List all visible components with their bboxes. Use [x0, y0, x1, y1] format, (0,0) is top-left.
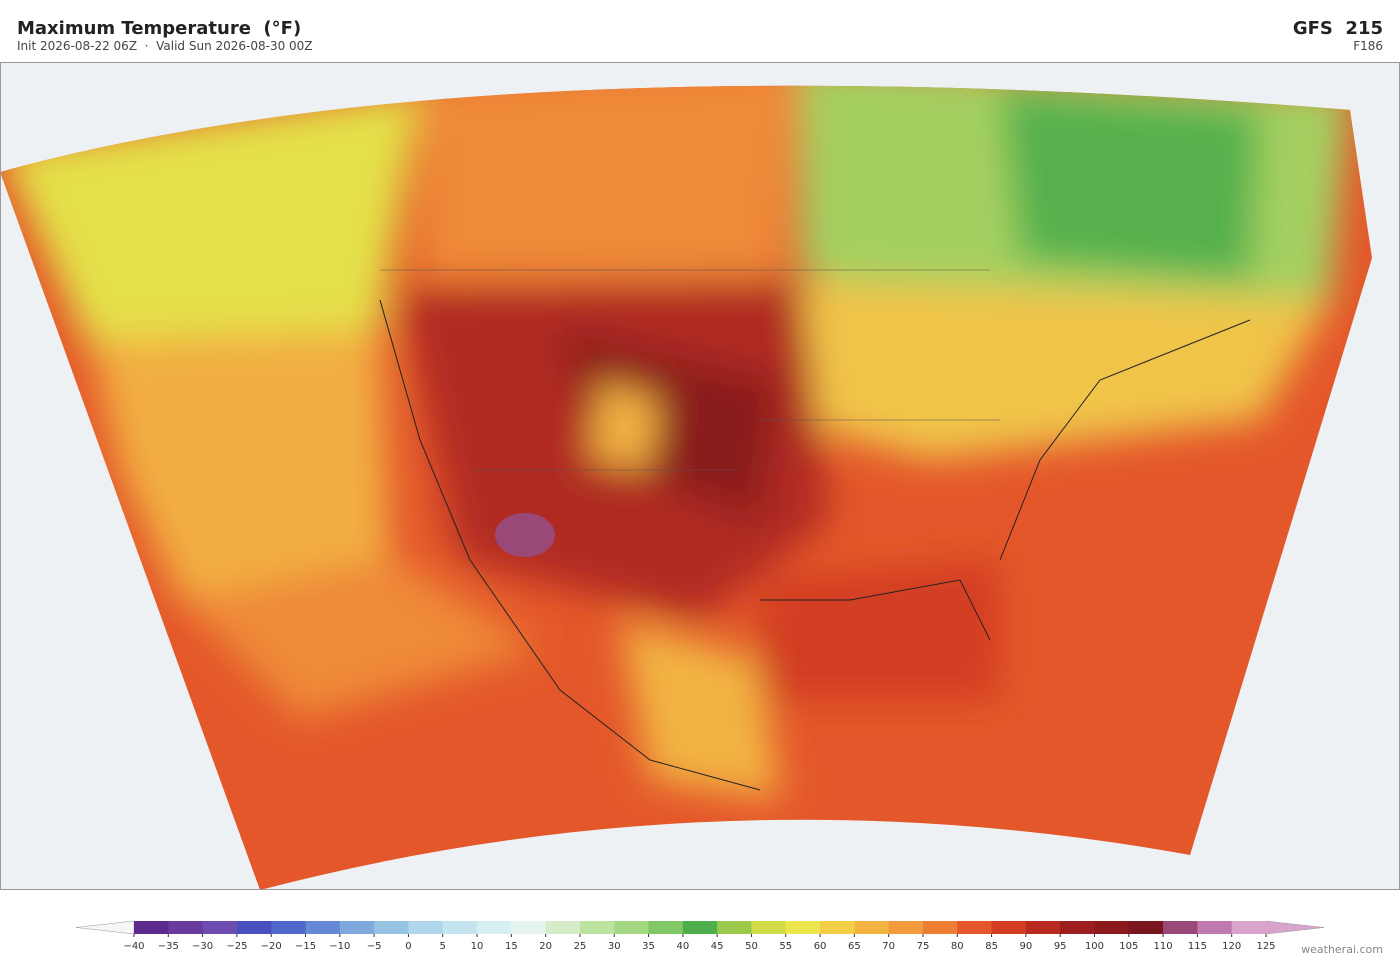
tick-label: −5 — [367, 941, 382, 952]
colorbar-segment — [991, 921, 1027, 934]
colorbar-segment — [751, 921, 787, 934]
colorbar-segment — [442, 921, 478, 934]
colorbar-segment — [717, 921, 752, 934]
colorbar-segment — [545, 921, 581, 934]
tick-label: −40 — [123, 941, 144, 952]
colorbar-segment — [236, 921, 272, 934]
tick-label: 30 — [608, 941, 621, 952]
colorbar-segment — [1025, 921, 1061, 934]
tick-label: 110 — [1154, 941, 1173, 952]
subtitle: Init 2026-08-22 06Z · Valid Sun 2026-08-… — [17, 39, 313, 53]
map — [0, 62, 1400, 890]
tick-label: 115 — [1188, 941, 1207, 952]
tick-label: 65 — [848, 941, 861, 952]
colorbar-segment — [1197, 921, 1233, 934]
colorbar: −40 −35 −30 −25 −20 −15 −10 −5 0 5 10 15 20 25 30 35 40 4… — [75, 920, 1325, 952]
colorbar-segment — [339, 921, 375, 934]
forecast-hour: F186 — [1353, 39, 1383, 53]
colorbar-segment — [820, 921, 855, 934]
colorbar-segment — [785, 921, 821, 934]
tick-label: 75 — [917, 941, 930, 952]
colorbar-segment — [614, 921, 650, 934]
colorbar-segment — [305, 921, 341, 934]
tick-label: −25 — [226, 941, 247, 952]
colorbar-segment — [374, 921, 409, 934]
tick-label: 80 — [951, 941, 964, 952]
tick-label: 0 — [405, 941, 411, 952]
tick-label: 60 — [814, 941, 827, 952]
colorbar-segment — [271, 921, 307, 934]
tick-label: 90 — [1020, 941, 1033, 952]
tick-label: 85 — [985, 941, 998, 952]
hot-spot — [495, 513, 555, 557]
tick-label: 45 — [711, 941, 724, 952]
tick-label: 105 — [1119, 941, 1138, 952]
tick-label: 120 — [1222, 941, 1241, 952]
colorbar-extend-low — [75, 920, 135, 935]
tick-label: 35 — [642, 941, 655, 952]
colorbar-segment — [1163, 921, 1198, 934]
colorbar-segment — [511, 921, 547, 934]
colorbar-segment — [168, 921, 204, 934]
title: Maximum Temperature (°F) — [17, 18, 301, 39]
colorbar-segment — [648, 921, 684, 934]
tick-label: 100 — [1085, 941, 1104, 952]
colorbar-segment — [1060, 921, 1095, 934]
colorbar-segment — [408, 921, 444, 934]
tick-label: −20 — [261, 941, 282, 952]
colorbar-segment — [134, 921, 169, 934]
colorbar-segment — [202, 921, 238, 934]
colorbar-segment — [1231, 921, 1267, 934]
colorbar-segment — [1094, 921, 1130, 934]
coastline — [379, 299, 1251, 791]
colorbar-extend-high — [1265, 920, 1325, 935]
model: GFS 215 — [1293, 18, 1383, 39]
borders — [380, 269, 1000, 471]
tick-label: 25 — [574, 941, 587, 952]
temperature-field — [0, 85, 1372, 890]
tick-label: −10 — [329, 941, 350, 952]
tick-label: 125 — [1256, 941, 1275, 952]
tick-label: 55 — [779, 941, 792, 952]
colorbar-segment — [888, 921, 924, 934]
colorbar-segment — [854, 921, 890, 934]
tick-label: 50 — [745, 941, 758, 952]
tick-label: 5 — [440, 941, 446, 952]
colorbar-segment — [579, 921, 615, 934]
tick-label: 70 — [882, 941, 895, 952]
tick-label: −30 — [192, 941, 213, 952]
colorbar-segment — [1128, 921, 1164, 934]
tick-label: 20 — [539, 941, 552, 952]
tick-label: 40 — [676, 941, 689, 952]
colorbar-segment — [477, 921, 512, 934]
tick-label: 15 — [505, 941, 518, 952]
colorbar-segment — [922, 921, 958, 934]
tick-label: −35 — [158, 941, 179, 952]
tick-label: 10 — [471, 941, 484, 952]
colorbar-segment — [682, 921, 718, 934]
credit: weatherai.com — [1301, 943, 1383, 956]
tick-label: 95 — [1054, 941, 1067, 952]
tick-label: −15 — [295, 941, 316, 952]
colorbar-segment — [957, 921, 993, 934]
